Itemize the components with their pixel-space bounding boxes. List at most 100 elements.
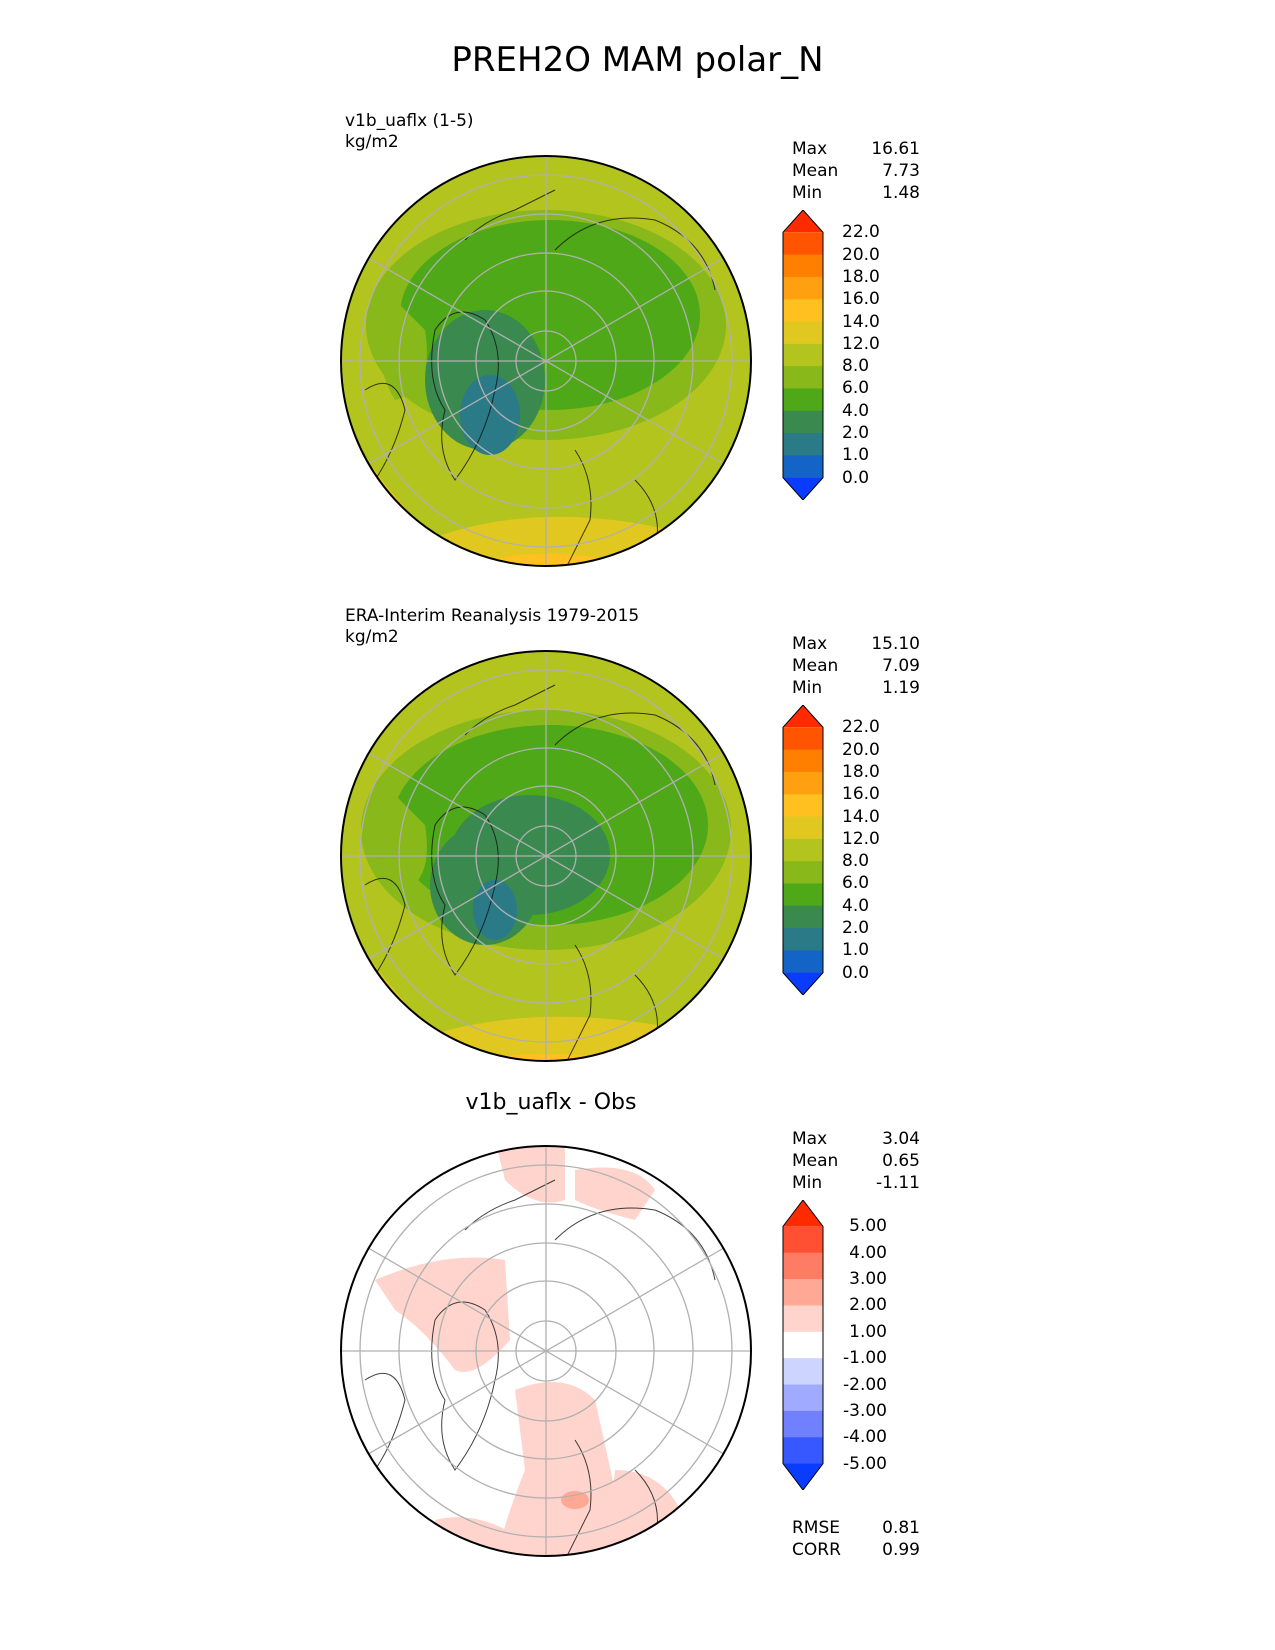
colorbar-segment <box>783 705 823 728</box>
colorbar-tick-label: 12.0 <box>842 828 880 849</box>
stats-diff: Max 3.04 Mean 0.65 Min -1.11 <box>792 1128 920 1194</box>
stat-mean: Mean 7.09 <box>792 656 920 676</box>
colorbar-segment <box>783 749 823 773</box>
colorbar-tick-label: 3.00 <box>849 1269 887 1290</box>
colorbar-tick-label: 16.0 <box>842 784 880 805</box>
panel-units-model: kg/m2 <box>345 132 399 152</box>
panel-label-obs: ERA-Interim Reanalysis 1979-2015 <box>345 606 640 626</box>
colorbar-tick-label: 18.0 <box>842 761 880 782</box>
colorbar-segment <box>783 771 823 795</box>
panel-diff: v1b_uaflx - Obs Max 3.04 Mean 0.65 Min -1.1… <box>0 1090 1275 1590</box>
colorbar-segment <box>783 455 823 479</box>
panel-units-obs: kg/m2 <box>345 627 399 647</box>
colorbar-tick-label: 6.0 <box>842 873 870 894</box>
metric-corr: CORR 0.99 <box>792 1540 920 1560</box>
colorbar-tick-label: 22.0 <box>842 717 880 738</box>
polar-map-diff <box>340 1145 752 1557</box>
colorbar-segment <box>783 1226 823 1254</box>
colorbar-segment <box>783 410 823 434</box>
colorbar-segment <box>783 1252 823 1280</box>
colorbar-segment <box>783 232 823 256</box>
colorbar-segment <box>783 1437 823 1465</box>
panel-title-diff: v1b_uaflx - Obs <box>465 1090 637 1115</box>
colorbar-tick-label: -1.00 <box>843 1348 887 1369</box>
colorbar-tick-label: 2.0 <box>842 423 870 444</box>
colorbar-outline <box>782 210 824 500</box>
colorbar-tick-label: -4.00 <box>843 1427 887 1448</box>
colorbar-segment <box>783 883 823 907</box>
colorbar-segment <box>783 838 823 862</box>
colorbar-tick-label: 14.0 <box>842 311 880 332</box>
colorbar-tick-label: 8.0 <box>842 356 870 377</box>
colorbar-segment <box>783 366 823 389</box>
stat-max: Max 16.61 <box>792 139 920 159</box>
colorbar-segment <box>783 1384 823 1412</box>
colorbar-tick-label: 2.00 <box>849 1295 887 1316</box>
panel-obs: ERA-Interim Reanalysis 1979-2015 kg/m2 M… <box>0 605 1275 1095</box>
colorbar-segment <box>783 950 823 974</box>
colorbar-tick-label: 0.0 <box>842 467 870 488</box>
colorbar-segment <box>783 254 823 278</box>
colorbar-obs <box>782 705 824 995</box>
colorbar-segment <box>783 928 823 951</box>
colorbar-segment <box>783 816 823 840</box>
colorbar-tick-label: -3.00 <box>843 1400 887 1421</box>
stat-min: Min 1.48 <box>792 183 920 203</box>
colorbar-tick-label: 18.0 <box>842 266 880 287</box>
colorbar-tick-label: 22.0 <box>842 222 880 243</box>
colorbar-segment <box>783 210 823 233</box>
polar-map-model <box>340 155 752 567</box>
colorbar-tick-label: 4.00 <box>849 1242 887 1263</box>
figure-title: PREH2O MAM polar_N <box>451 40 824 80</box>
stats-obs: Max 15.10 Mean 7.09 Min 1.19 <box>792 633 920 699</box>
colorbar-segment <box>783 727 823 751</box>
colorbar-segment <box>783 1410 823 1438</box>
colorbar-tick-label: -2.00 <box>843 1374 887 1395</box>
stat-max: Max 3.04 <box>792 1129 920 1149</box>
colorbar-tick-label: -5.00 <box>843 1453 887 1474</box>
colorbar-tick-label: 20.0 <box>842 244 880 265</box>
stat-min: Min 1.19 <box>792 678 920 698</box>
colorbar-segment <box>783 905 823 929</box>
colorbar-segment <box>783 1305 823 1333</box>
colorbar-outline <box>782 705 824 995</box>
colorbar-tick-label: 6.0 <box>842 378 870 399</box>
stat-max: Max 15.10 <box>792 634 920 654</box>
colorbar-tick-label: 14.0 <box>842 806 880 827</box>
colorbar-tick-label: 4.0 <box>842 895 870 916</box>
stat-mean: Mean 0.65 <box>792 1151 920 1171</box>
colorbar-tick-label: 5.00 <box>849 1216 887 1237</box>
colorbar-tick-label: 1.0 <box>842 445 870 466</box>
panel-model: v1b_uaflx (1-5) kg/m2 Max 16.61 Mean 7.73 … <box>0 110 1275 600</box>
colorbar-segment <box>783 388 823 412</box>
colorbar-tick-label: 12.0 <box>842 333 880 354</box>
colorbar-diff <box>782 1200 824 1490</box>
panel-label-model: v1b_uaflx (1-5) <box>345 111 474 131</box>
colorbar-segment <box>783 1463 823 1490</box>
colorbar-segment <box>783 972 823 995</box>
stat-mean: Mean 7.73 <box>792 161 920 181</box>
colorbar-segment <box>783 321 823 345</box>
colorbar-tick-label: 16.0 <box>842 289 880 310</box>
colorbar-tick-label: 1.0 <box>842 940 870 961</box>
colorbar-segment <box>783 276 823 300</box>
colorbar-tick-label: 0.0 <box>842 962 870 983</box>
colorbar-segment <box>783 433 823 456</box>
colorbar-segment <box>783 1331 823 1359</box>
colorbar-tick-label: 4.0 <box>842 400 870 421</box>
colorbar-tick-label: 8.0 <box>842 851 870 872</box>
colorbar-segment <box>783 477 823 500</box>
colorbar-segment <box>783 794 823 818</box>
colorbar-tick-label: 20.0 <box>842 739 880 760</box>
colorbar-segment <box>783 343 823 367</box>
colorbar-model <box>782 210 824 500</box>
colorbar-outline <box>782 1200 824 1490</box>
metrics-diff: RMSE 0.81 CORR 0.99 <box>792 1517 920 1561</box>
stat-min: Min -1.11 <box>792 1173 920 1193</box>
polar-map-obs <box>340 650 752 1062</box>
metric-rmse: RMSE 0.81 <box>792 1518 920 1538</box>
stats-model: Max 16.61 Mean 7.73 Min 1.48 <box>792 138 920 204</box>
colorbar-tick-label: 1.00 <box>849 1321 887 1342</box>
colorbar-segment <box>783 1358 823 1386</box>
colorbar-segment <box>783 299 823 323</box>
